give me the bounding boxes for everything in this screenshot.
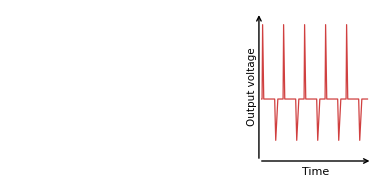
- Text: Time: Time: [302, 167, 329, 175]
- Text: Output voltage: Output voltage: [246, 47, 257, 126]
